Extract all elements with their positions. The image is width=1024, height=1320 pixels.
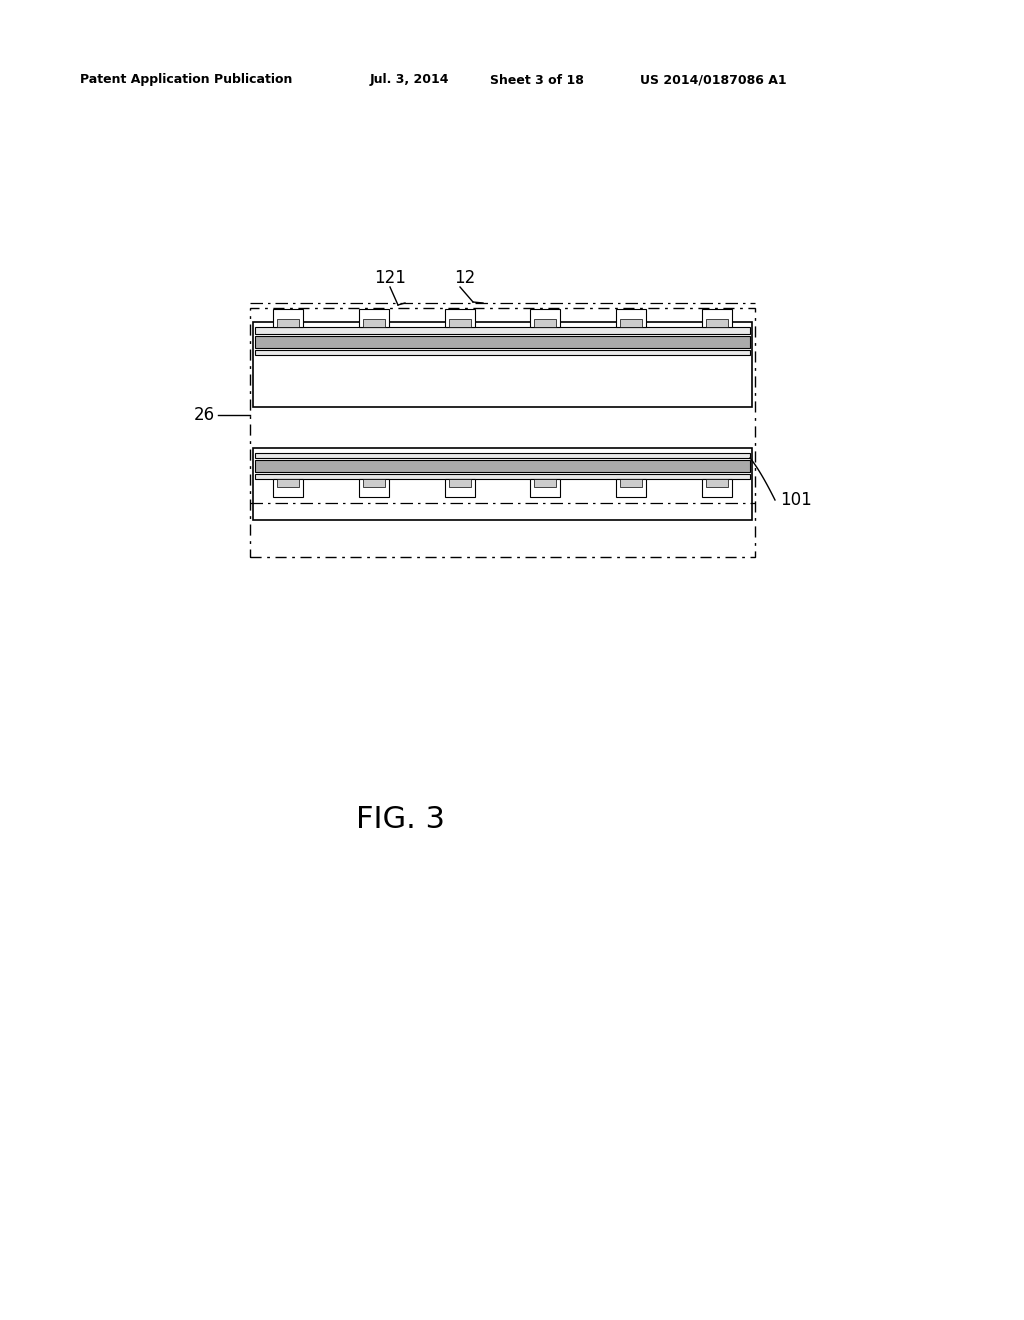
Bar [530,479,560,498]
Text: Jul. 3, 2014: Jul. 3, 2014 [370,74,450,87]
Text: 121: 121 [374,269,406,286]
Bar [702,479,732,498]
Bar [362,319,385,327]
Bar [535,319,556,327]
Bar [706,479,728,487]
Bar [278,479,299,487]
Text: US 2014/0187086 A1: US 2014/0187086 A1 [640,74,786,87]
Text: FIG. 3: FIG. 3 [355,805,444,834]
Bar [444,479,474,498]
Bar [621,479,642,487]
Bar [253,322,752,407]
Bar [255,474,750,479]
Bar [449,479,471,487]
Bar [621,319,642,327]
Bar [255,459,750,473]
Bar [255,327,750,334]
Bar [273,309,303,327]
Bar [616,309,646,327]
Bar [530,309,560,327]
Bar [535,479,556,487]
Text: 26: 26 [194,407,215,424]
Bar [273,479,303,498]
Text: 12: 12 [455,269,475,286]
Bar [278,319,299,327]
Text: Patent Application Publication: Patent Application Publication [80,74,293,87]
Bar [702,309,732,327]
Bar [358,479,389,498]
Bar [255,350,750,355]
Bar [358,309,389,327]
Bar [253,447,752,520]
Text: Sheet 3 of 18: Sheet 3 of 18 [490,74,584,87]
Bar [255,453,750,458]
Bar [444,309,474,327]
Text: 101: 101 [780,491,812,510]
Bar [255,337,750,348]
Bar [449,319,471,327]
Bar [362,479,385,487]
Bar [250,308,755,557]
Bar [706,319,728,327]
Bar [616,479,646,498]
